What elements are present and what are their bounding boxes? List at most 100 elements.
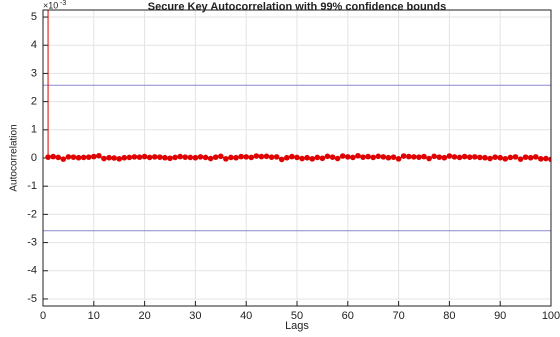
point [192, 154, 199, 161]
point [532, 154, 539, 160]
y-tick-label: -5 [27, 293, 37, 305]
y-tick-label: 3 [31, 67, 37, 79]
point [375, 153, 382, 160]
point [146, 154, 153, 161]
point [426, 155, 432, 162]
point [65, 154, 72, 160]
point [60, 156, 67, 162]
point [172, 154, 178, 161]
y-tick-label: 1 [31, 124, 37, 136]
point [360, 154, 366, 160]
point [512, 154, 519, 160]
point [502, 156, 509, 162]
point [339, 153, 346, 159]
y-tick-label: -2 [27, 208, 37, 220]
x-tick-label: 90 [494, 310, 506, 322]
x-tick-label: 60 [342, 310, 354, 322]
point [395, 156, 402, 162]
point [55, 154, 62, 161]
point [238, 153, 244, 160]
point [446, 153, 453, 159]
point [507, 154, 514, 161]
point [548, 156, 551, 163]
point [350, 154, 356, 161]
point [187, 154, 194, 161]
point [284, 154, 290, 161]
x-tick-label: 100 [542, 310, 560, 322]
point [405, 153, 412, 160]
point [151, 154, 158, 160]
point [162, 154, 168, 161]
point [466, 154, 473, 160]
x-tick-label: 80 [443, 310, 455, 322]
point [314, 154, 321, 161]
point [212, 154, 219, 160]
x-tick-label: 40 [240, 310, 252, 322]
point [268, 154, 275, 160]
x-tick-label: 30 [189, 310, 201, 322]
y-tick-label: -4 [27, 265, 37, 277]
point [167, 155, 173, 162]
point [289, 153, 295, 160]
point [380, 154, 387, 160]
point [497, 154, 504, 161]
point [278, 156, 285, 163]
point [136, 154, 143, 160]
point [50, 153, 56, 160]
y-axis-label: Autocorrelation [9, 124, 20, 191]
point [106, 154, 112, 161]
point [223, 156, 229, 162]
x-tick-label: 20 [138, 310, 150, 322]
point [400, 153, 407, 159]
y-multiplier: ×10 [43, 0, 58, 10]
point [101, 155, 107, 162]
point [96, 152, 102, 159]
point [390, 154, 397, 160]
y-tick-label: -1 [27, 180, 37, 192]
point [70, 154, 77, 160]
point [116, 156, 122, 162]
point [355, 152, 361, 159]
point [416, 154, 422, 160]
x-tick-label: 0 [40, 310, 46, 322]
point [131, 154, 138, 160]
point [233, 154, 239, 161]
point [431, 153, 437, 160]
x-tick-label: 50 [291, 310, 303, 322]
point [472, 154, 478, 160]
point [543, 155, 549, 162]
point [299, 155, 305, 162]
point [207, 155, 214, 162]
point [309, 156, 316, 162]
point [461, 153, 468, 160]
x-axis-label: Lags [285, 320, 309, 332]
point [248, 154, 255, 161]
point [45, 154, 51, 160]
point [487, 155, 493, 162]
y-tick-label: 4 [31, 39, 37, 51]
point [253, 153, 260, 159]
point [319, 155, 326, 162]
point [243, 154, 249, 160]
point [141, 153, 148, 160]
point [294, 154, 300, 161]
point [177, 153, 183, 160]
point [334, 155, 341, 162]
point [482, 154, 488, 161]
point [182, 154, 189, 160]
point [522, 154, 529, 160]
point [411, 154, 417, 160]
point [517, 156, 524, 162]
point [263, 153, 270, 160]
point [75, 154, 82, 161]
point [441, 154, 448, 161]
point [121, 154, 128, 161]
point [477, 154, 483, 161]
point [365, 153, 371, 160]
point [527, 154, 534, 161]
x-tick-label: 10 [88, 310, 100, 322]
point [456, 154, 463, 161]
point [370, 154, 377, 161]
